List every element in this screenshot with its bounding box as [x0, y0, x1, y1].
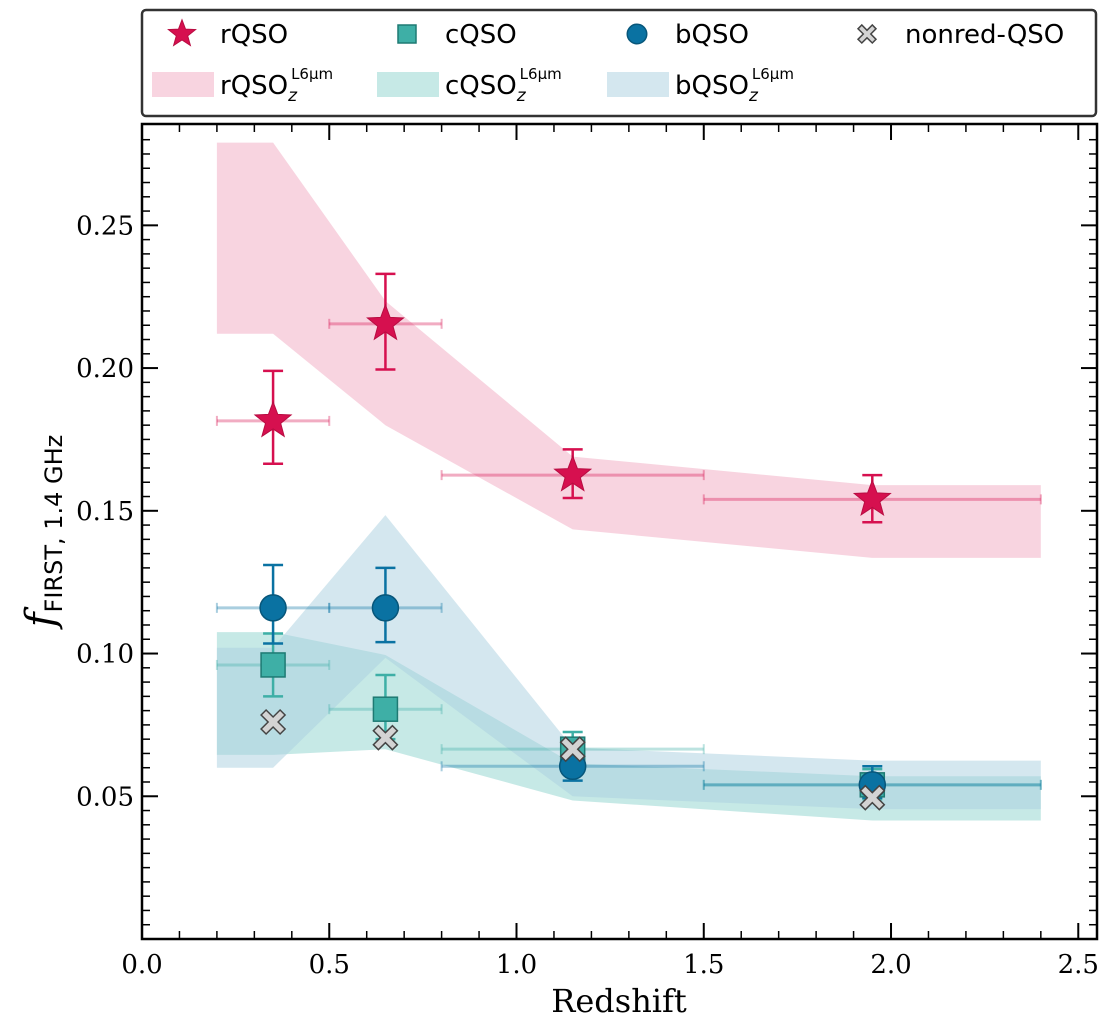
- legend-rqso-marker: [167, 18, 197, 47]
- rqso-point-3: [852, 478, 892, 516]
- x-tick-label: 0.0: [121, 950, 162, 980]
- legend-nonred-qso-label: nonred-QSO: [905, 20, 1064, 50]
- x-tick-label: 2.5: [1058, 950, 1099, 980]
- x-axis-title: Redshift: [551, 982, 687, 1017]
- axis-ticks: [141, 124, 1097, 939]
- tick-labels: 0.0 0.5 1.0 1.5 2.0 2.5 0.05 0.10 0.15 0.20 0.25: [76, 211, 1099, 980]
- legend-bqso-label: bQSO: [675, 20, 749, 50]
- error-bars: [215, 272, 1042, 801]
- nonred-qso-point-0: [260, 708, 287, 736]
- nonred-qso-point-2: [559, 736, 586, 763]
- confidence-bands: [216, 142, 1041, 821]
- legend-bqso-marker: [626, 23, 648, 45]
- x-tick-label: 1.5: [683, 950, 724, 980]
- plot-frame: [140, 122, 1099, 941]
- legend-band-cqso-label: cQSOzL6μm: [445, 65, 562, 106]
- legend-cqso-marker: [397, 24, 417, 44]
- data-markers: [253, 303, 892, 811]
- legend: rQSO cQSO bQSO nonred-QSO rQSOzL6μm cQSOzL6μm…: [140, 8, 1098, 118]
- x-tick-label: 2.0: [870, 950, 911, 980]
- rqso-point-0: [253, 400, 293, 438]
- bqso-point-0: [259, 594, 287, 622]
- cqso-point-0: [260, 652, 286, 678]
- nonred-qso-point-1: [372, 724, 399, 751]
- y-tick-label: 0.05: [76, 782, 134, 812]
- legend-band-cqso-swatch: [377, 72, 439, 97]
- legend-cqso-label: cQSO: [445, 20, 517, 50]
- y-tick-label: 0.25: [76, 211, 134, 241]
- rqso-point-1: [366, 303, 405, 341]
- y-tick-label: 0.15: [76, 497, 134, 527]
- legend-band-rqso-label: rQSOzL6μm: [220, 65, 333, 106]
- nonred-qso-point-3: [859, 784, 886, 811]
- band-rqso: [216, 142, 1041, 558]
- bqso-point-1: [371, 594, 400, 622]
- legend-band-bqso-swatch: [607, 72, 669, 97]
- y-tick-label: 0.10: [76, 640, 134, 670]
- cqso-point-1: [372, 696, 399, 722]
- band-bqso: [216, 515, 1041, 810]
- y-axis-title: fFIRST, 1.4 GHz: [18, 435, 68, 631]
- legend-rqso-label: rQSO: [220, 20, 288, 50]
- legend-band-rqso-swatch: [152, 72, 214, 97]
- legend-nonred-qso-marker: [856, 23, 878, 45]
- x-tick-label: 0.5: [309, 950, 350, 980]
- rqso-point-2: [553, 454, 593, 492]
- y-tick-label: 0.20: [76, 354, 134, 384]
- legend-band-bqso-label: bQSOzL6μm: [675, 65, 794, 106]
- x-tick-label: 1.0: [496, 950, 537, 980]
